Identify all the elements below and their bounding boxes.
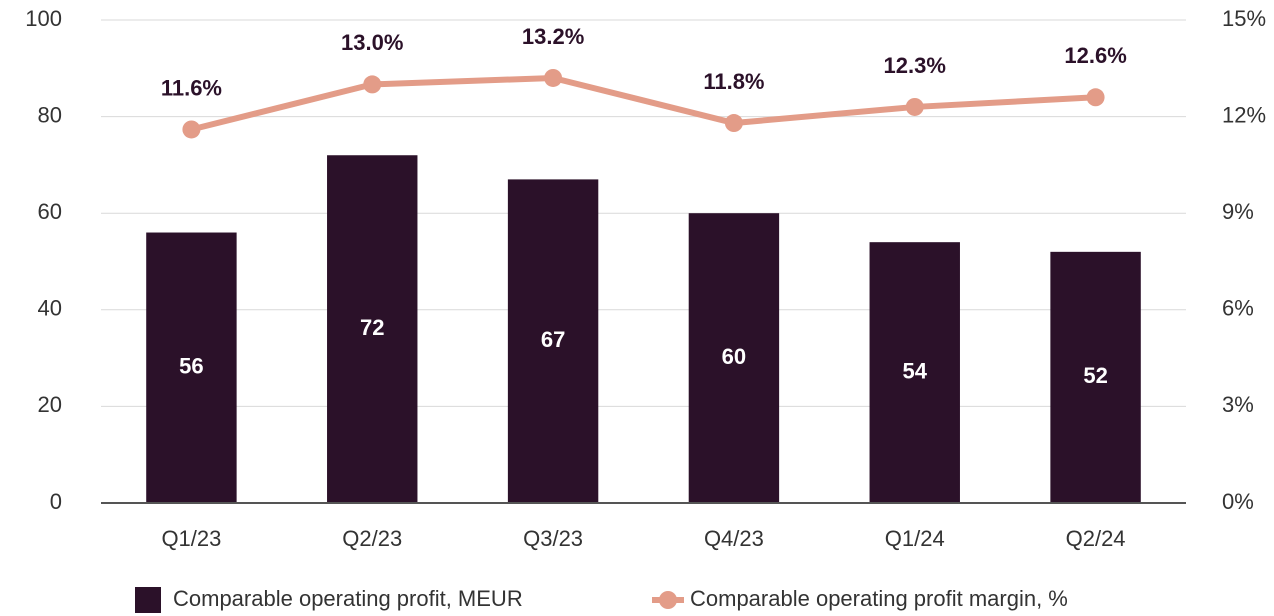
y2-tick-label: 15%	[1222, 6, 1266, 31]
bar	[869, 242, 960, 503]
bar	[327, 155, 418, 504]
bar	[688, 213, 780, 503]
y2-tick-label: 9%	[1222, 199, 1254, 224]
line-point	[1086, 88, 1105, 107]
y2-tick-label: 12%	[1222, 102, 1266, 127]
x-tick-label: Q3/23	[523, 526, 583, 551]
y-tick-label: 100	[25, 6, 62, 31]
y2-tick-label: 3%	[1222, 392, 1254, 417]
bar-value-label: 52	[1083, 363, 1107, 388]
line	[190, 74, 1096, 133]
y-tick-label: 20	[38, 392, 62, 417]
line-point	[905, 97, 924, 116]
bar	[1050, 251, 1141, 503]
bar	[507, 179, 599, 503]
legend-swatch	[659, 591, 677, 609]
bar-value-label: 72	[360, 315, 384, 340]
bar-value-label: 54	[903, 358, 928, 383]
y-tick-label: 40	[38, 296, 62, 321]
line-value-label: 12.6%	[1064, 43, 1126, 68]
line-point	[544, 68, 563, 87]
line-point	[182, 120, 201, 139]
line-point	[363, 75, 382, 94]
bar	[146, 232, 237, 503]
bar-value-label: 67	[541, 327, 565, 352]
line-value-label: 12.3%	[884, 53, 946, 78]
x-tick-label: Q4/23	[704, 526, 764, 551]
y-tick-label: 0	[50, 489, 62, 514]
y2-tick-label: 6%	[1222, 296, 1254, 321]
line-value-label: 13.0%	[341, 30, 403, 55]
bar-value-label: 60	[722, 344, 746, 369]
x-tick-label: Q2/23	[342, 526, 402, 551]
bar-value-label: 56	[179, 354, 203, 379]
line-value-label: 11.8%	[703, 69, 764, 94]
line-value-label: 13.2%	[522, 24, 584, 49]
line-value-label: 11.6%	[161, 75, 222, 100]
y-tick-label: 60	[38, 199, 62, 224]
legend-label: Comparable operating profit margin, %	[690, 586, 1068, 611]
y-tick-label: 80	[38, 102, 62, 127]
x-tick-label: Q2/24	[1066, 526, 1126, 551]
legend-swatch	[135, 587, 161, 613]
x-tick-label: Q1/23	[161, 526, 221, 551]
x-tick-label: Q1/24	[885, 526, 945, 551]
y2-tick-label: 0%	[1222, 489, 1254, 514]
legend-label: Comparable operating profit, MEUR	[173, 586, 523, 611]
line-point	[724, 114, 743, 133]
